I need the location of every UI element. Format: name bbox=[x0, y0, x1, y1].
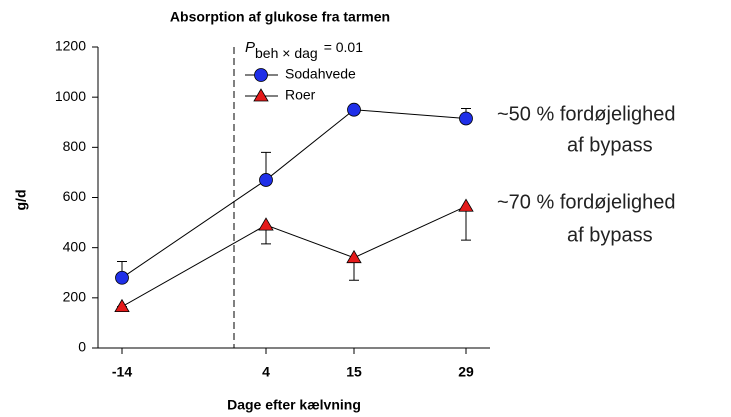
legend-marker bbox=[253, 88, 269, 102]
x-tick-label: 4 bbox=[262, 364, 270, 380]
x-axis-label: Dage efter kælvning bbox=[227, 397, 361, 413]
point bbox=[347, 102, 361, 117]
y-tick-label: 0 bbox=[78, 339, 86, 355]
legend-label: Roer bbox=[285, 87, 316, 103]
y-tick-label: 1200 bbox=[55, 38, 86, 54]
note-line: ~50 % fordøjelighed bbox=[497, 103, 675, 125]
p-subscript: beh × dag bbox=[255, 45, 318, 61]
note-line: af bypass bbox=[567, 134, 653, 156]
point bbox=[115, 270, 129, 285]
p-value: = 0.01 bbox=[324, 39, 364, 55]
point bbox=[114, 298, 130, 313]
chart-title: Absorption af glukose fra tarmen bbox=[170, 9, 390, 25]
p-symbol: P bbox=[245, 39, 255, 56]
point bbox=[259, 173, 273, 187]
legend-label: Sodahvede bbox=[285, 66, 356, 82]
y-tick-label: 200 bbox=[63, 289, 87, 305]
legend-marker bbox=[254, 68, 268, 82]
y-tick-label: 400 bbox=[63, 238, 87, 254]
series-line bbox=[121, 205, 467, 308]
y-tick-label: 800 bbox=[63, 138, 87, 154]
point bbox=[346, 249, 362, 264]
note-line: af bypass bbox=[567, 224, 653, 246]
note-line: ~70 % fordøjelighed bbox=[497, 191, 675, 213]
point bbox=[458, 198, 474, 212]
point bbox=[258, 217, 274, 231]
point bbox=[459, 111, 473, 126]
x-tick-label: 15 bbox=[346, 364, 362, 380]
error-bar bbox=[461, 206, 471, 241]
y-tick-label: 1000 bbox=[55, 88, 86, 104]
y-tick-label: 600 bbox=[63, 188, 87, 204]
p-annotation: Pbeh × dag = 0.01 bbox=[245, 39, 363, 61]
x-tick-label: -14 bbox=[112, 364, 132, 380]
series-line bbox=[121, 109, 467, 279]
x-tick-label: 29 bbox=[458, 364, 474, 380]
y-axis-label: g/d bbox=[13, 190, 29, 211]
